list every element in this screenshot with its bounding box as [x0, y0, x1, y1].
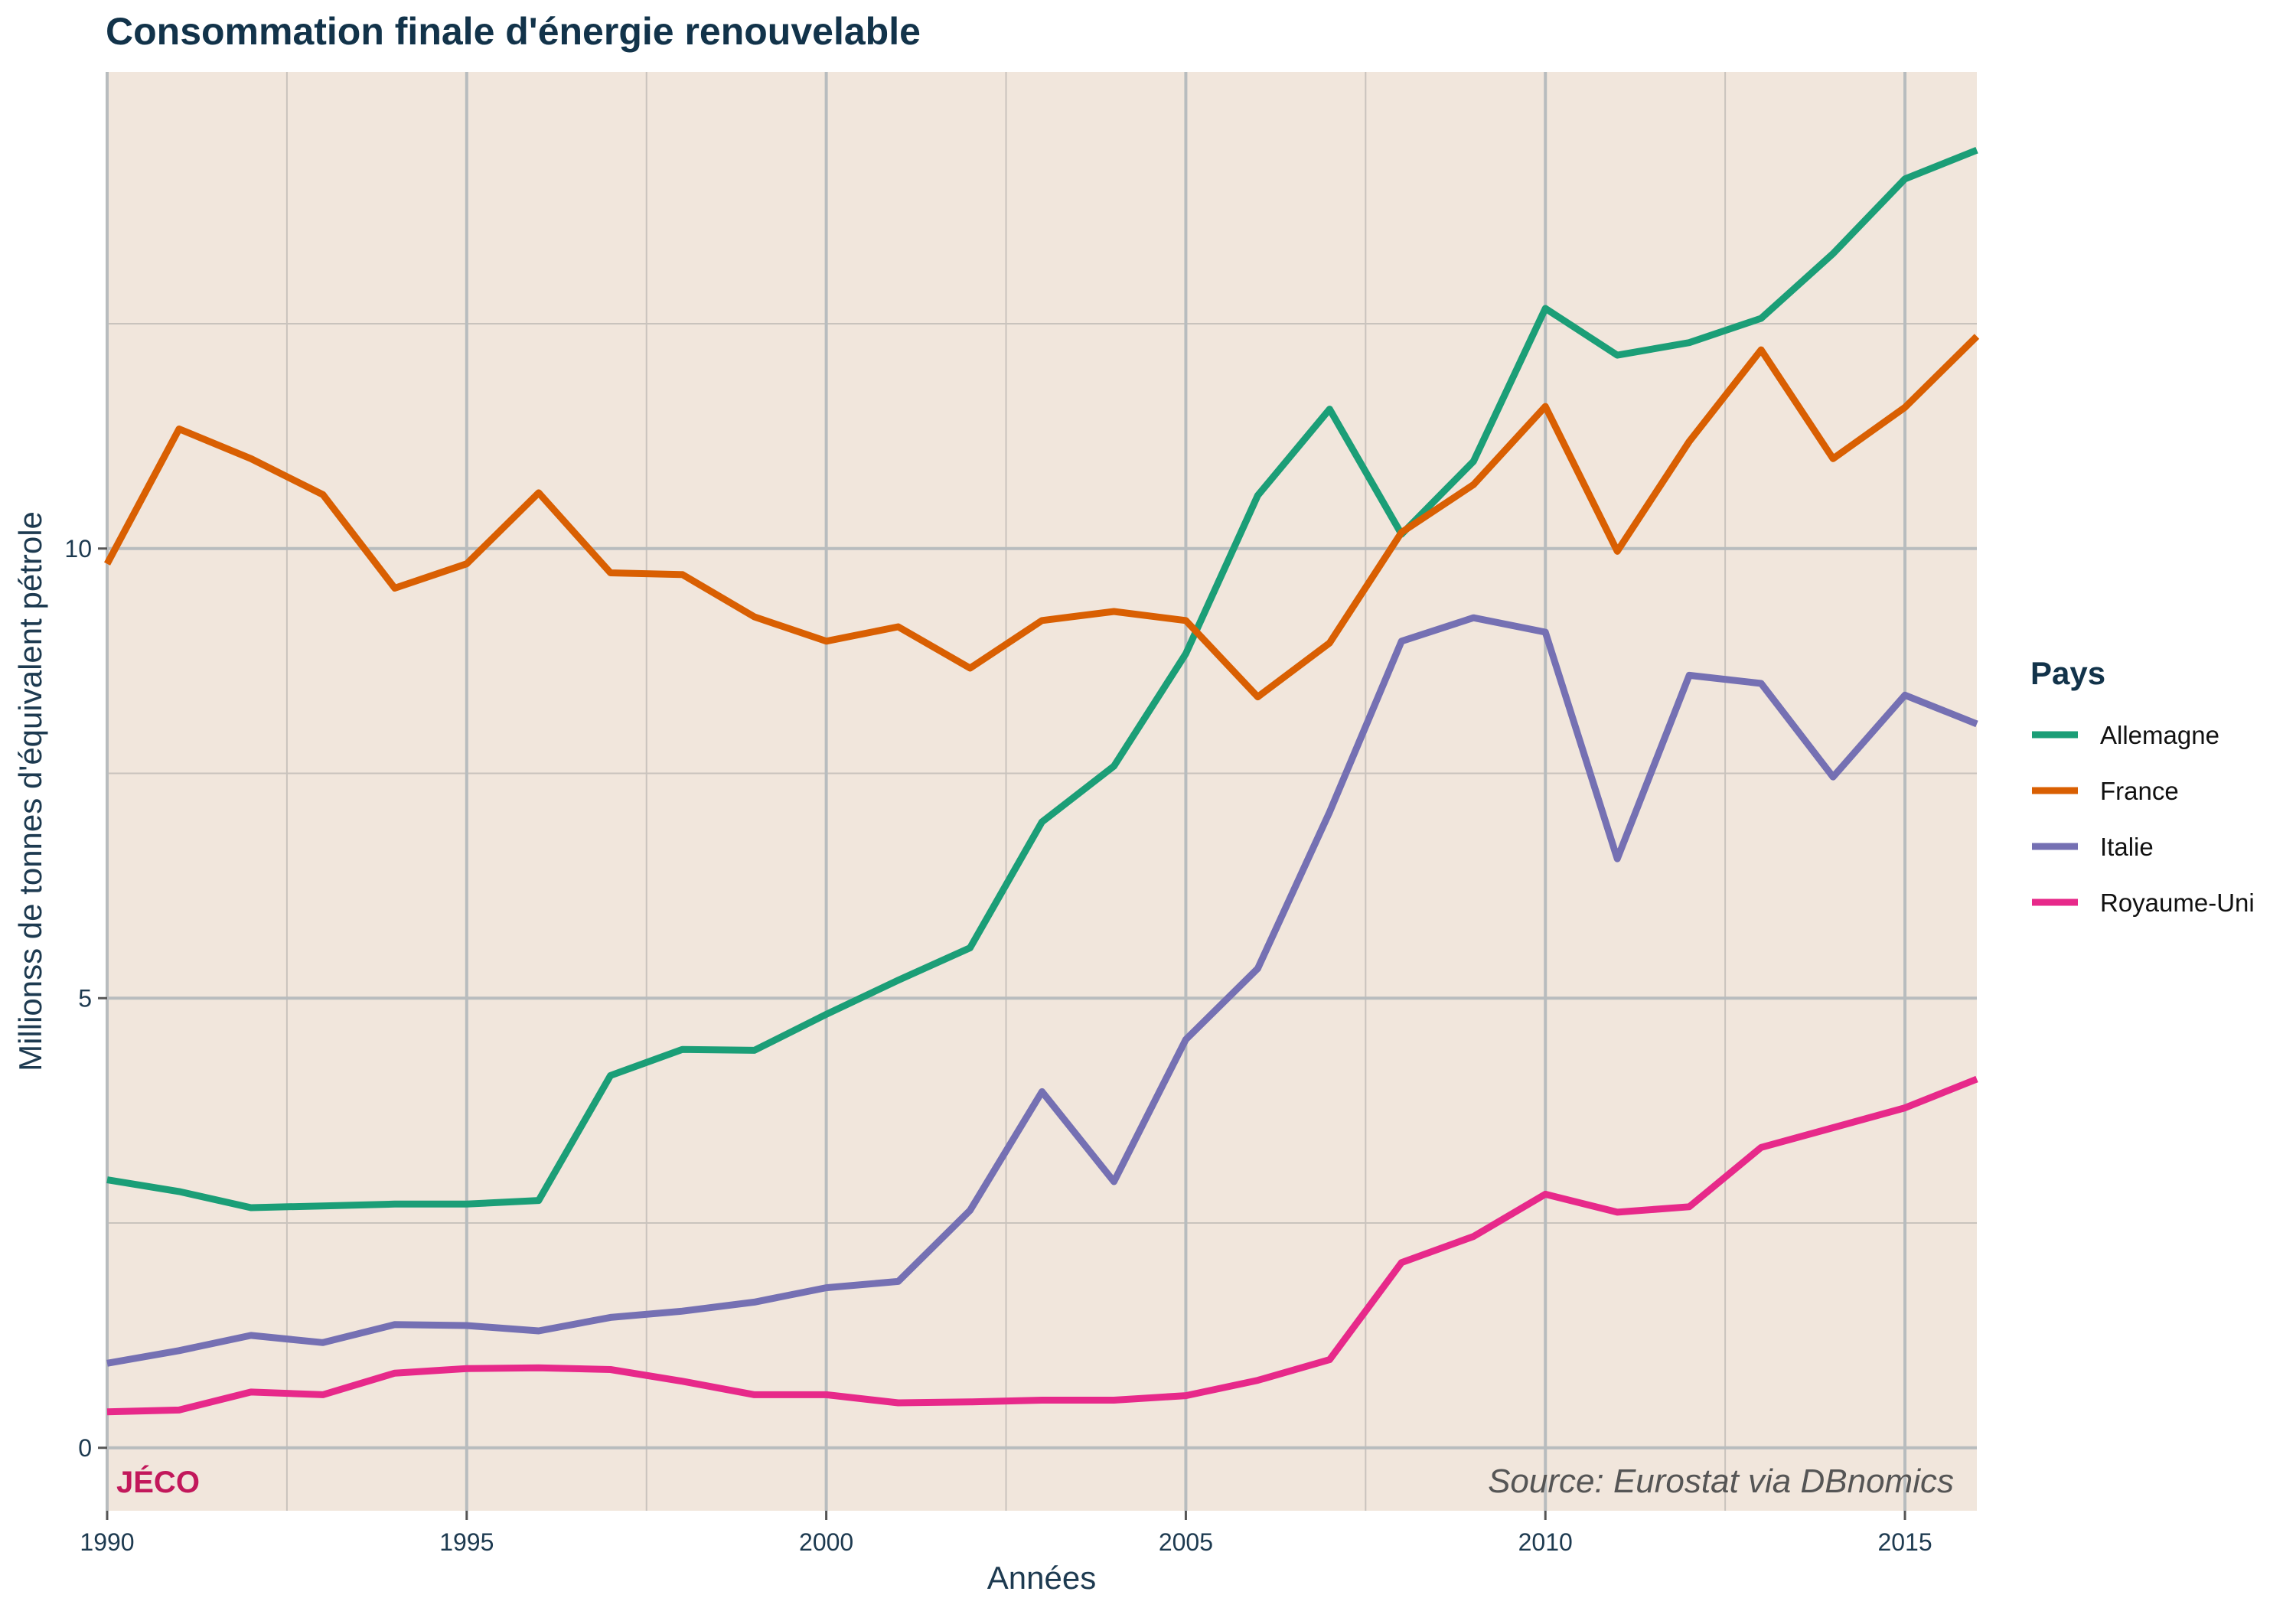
y-axis-title: Millionss de tonnes d'équivalent pétrole — [12, 511, 48, 1071]
series-line-italie — [106, 614, 1978, 1367]
x-tick-label: 1995 — [439, 1528, 494, 1556]
series-lines — [104, 147, 1980, 1416]
y-tick-label: 10 — [64, 535, 92, 563]
series-line-royaume-uni — [106, 1075, 1978, 1416]
legend-label-royaume-uni: Royaume-Uni — [2100, 889, 2255, 917]
major-gridlines — [106, 72, 1977, 1511]
x-tick-label: 2010 — [1518, 1528, 1573, 1556]
source-note: Source: Eurostat via DBnomics — [1488, 1463, 1954, 1500]
x-tick-label: 1990 — [80, 1528, 134, 1556]
x-tick-label: 2015 — [1877, 1528, 1932, 1556]
y-tick-label: 5 — [78, 984, 92, 1012]
y-axis-ticks: 0 5 10 — [64, 535, 107, 1462]
y-tick-label: 0 — [78, 1434, 92, 1462]
x-tick-label: 2000 — [799, 1528, 853, 1556]
chart-title: Consommation finale d'énergie renouvelab… — [106, 10, 921, 53]
legend-items: Allemagne France Italie Royaume-Uni — [2032, 721, 2255, 917]
plot-panel — [107, 72, 1977, 1511]
legend: Pays Allemagne France Italie Royaume-Uni — [2030, 655, 2255, 917]
x-axis-title: Années — [987, 1560, 1096, 1596]
legend-label-allemagne: Allemagne — [2100, 721, 2219, 749]
series-line-allemagne — [106, 147, 1978, 1212]
jeco-watermark: JÉCO — [116, 1465, 200, 1499]
series-line-france — [104, 334, 1980, 701]
x-axis-ticks: 1990 1995 2000 2005 2010 2015 — [80, 1511, 1932, 1556]
legend-label-italie: Italie — [2100, 833, 2154, 861]
minor-gridlines — [107, 72, 1977, 1511]
x-tick-label: 2005 — [1159, 1528, 1213, 1556]
legend-label-france: France — [2100, 777, 2179, 805]
legend-title: Pays — [2030, 655, 2105, 691]
